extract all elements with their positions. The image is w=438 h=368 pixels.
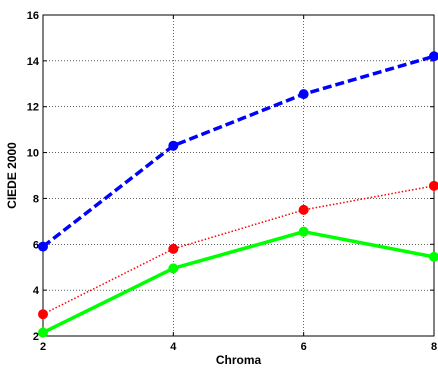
- y-tick-label: 4: [33, 285, 40, 297]
- series-2-point: [429, 180, 438, 191]
- series-layer: [38, 51, 438, 338]
- grid: [43, 15, 434, 336]
- series-1-point: [168, 140, 179, 151]
- x-tick-label: 6: [301, 341, 307, 353]
- series-1-point: [298, 89, 309, 100]
- y-tick-label: 10: [27, 148, 39, 160]
- series-2-point: [298, 204, 309, 215]
- y-tick-label: 8: [33, 193, 39, 205]
- y-tick-label: 16: [27, 10, 39, 22]
- y-tick-label: 2: [33, 331, 39, 343]
- y-tick-label: 6: [33, 239, 39, 251]
- series-3-point: [168, 263, 179, 274]
- x-tick-label: 4: [170, 341, 177, 353]
- tick-labels: 2 4 6 8 2 4 6 8 10 12 14 16: [27, 10, 437, 353]
- x-tick-label: 8: [431, 341, 437, 353]
- x-tick-label: 2: [40, 341, 46, 353]
- y-tick-label: 14: [27, 56, 40, 68]
- series-3-point: [298, 226, 309, 237]
- series-3-point: [429, 251, 438, 262]
- series-3-point: [38, 327, 48, 338]
- series-1-point: [429, 51, 438, 62]
- series-1-point: [38, 241, 48, 252]
- x-axis-label: Chroma: [216, 353, 262, 367]
- series-3-line: [42, 229, 435, 335]
- series-2-point: [168, 243, 179, 254]
- y-axis-label: CIEDE 2000: [5, 142, 19, 209]
- series-2-point: [38, 309, 48, 320]
- series-2-line: [42, 185, 435, 315]
- y-tick-label: 12: [27, 102, 39, 114]
- plot-frame: [42, 14, 435, 337]
- series-1-line: [41, 54, 435, 248]
